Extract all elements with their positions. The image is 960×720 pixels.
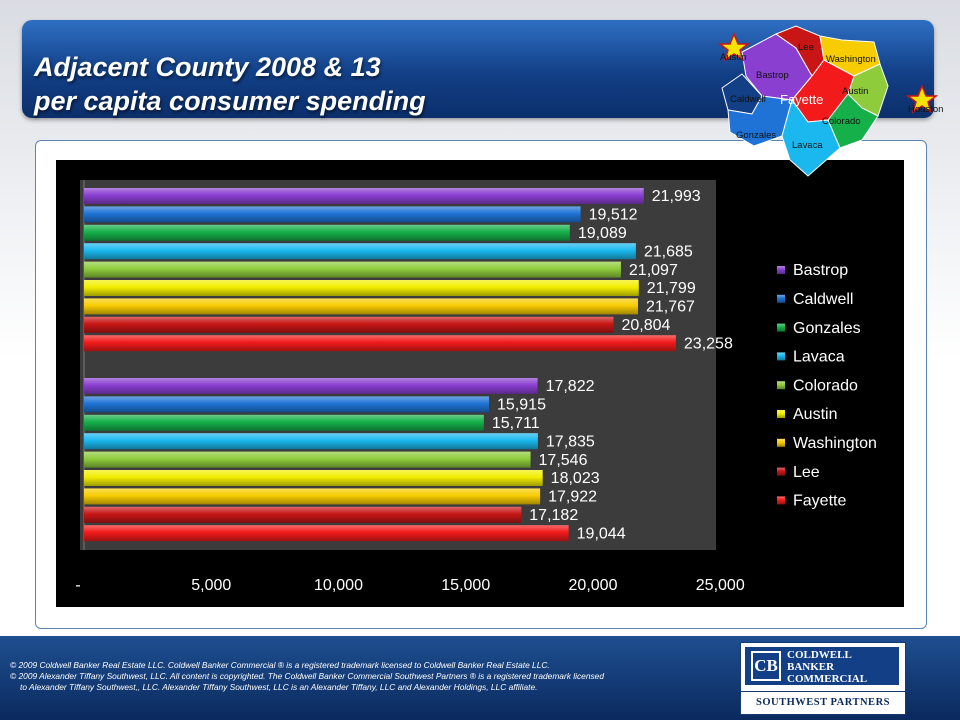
legend-label-washington: Washington — [793, 435, 877, 452]
title-line-2: per capita consumer spending — [34, 86, 426, 116]
legend-swatch-washington — [777, 438, 785, 447]
bar-lee-group-1 — [84, 316, 614, 333]
bar-lee-group-2 — [84, 506, 522, 523]
data-label-caldwell-group-2: 15,915 — [497, 397, 546, 414]
copyright-line-2: © 2009 Alexander Tiffany Southwest, LLC.… — [10, 671, 604, 681]
x-tick-label: - — [75, 577, 80, 594]
lavaca-region — [781, 98, 841, 177]
map-label-austin-city: Austin — [720, 52, 746, 63]
data-label-colorado-group-1: 21,097 — [629, 262, 678, 279]
map-label-gonzales: Gonzales — [736, 130, 776, 141]
legend-swatch-gonzales — [777, 323, 785, 332]
map-label-houston-city: Houston — [908, 104, 943, 115]
data-label-bastrop-group-1: 21,993 — [652, 188, 701, 205]
map-label-fayette: Fayette — [780, 92, 823, 107]
bar-colorado-group-2 — [84, 451, 531, 468]
logo-line-2: BANKER — [787, 661, 835, 673]
data-label-austin-group-1: 21,799 — [647, 280, 696, 297]
bar-lavaca-group-1 — [84, 243, 636, 260]
bar-fayette-group-1 — [84, 335, 676, 352]
legend-label-austin: Austin — [793, 406, 837, 423]
data-label-fayette-group-1: 23,258 — [684, 335, 733, 352]
data-label-austin-group-2: 18,023 — [551, 470, 600, 487]
data-label-caldwell-group-1: 19,512 — [589, 207, 638, 224]
data-label-colorado-group-2: 17,546 — [539, 452, 588, 469]
bar-gonzales-group-1 — [84, 224, 570, 241]
austin-star-icon — [717, 31, 751, 62]
legend-swatch-fayette — [777, 496, 785, 505]
logo-line-1: COLDWELL — [787, 649, 852, 661]
legend-label-colorado: Colorado — [793, 377, 858, 394]
copyright-text: © 2009 Coldwell Banker Real Estate LLC. … — [10, 660, 730, 693]
map-label-lee: Lee — [798, 42, 814, 53]
copyright-line-1: © 2009 Coldwell Banker Real Estate LLC. … — [10, 660, 550, 670]
legend-swatch-bastrop — [777, 266, 785, 274]
copyright-line-3: to Alexander Tiffany Southwest,, LLC. Al… — [20, 682, 538, 692]
legend-label-fayette: Fayette — [793, 493, 846, 510]
legend-swatch-lavaca — [777, 352, 785, 361]
company-logo: CB COLDWELL BANKER COMMERCIAL — [740, 642, 906, 692]
bar-bastrop-group-2 — [84, 378, 538, 394]
title-line-1: Adjacent County 2008 & 13 — [34, 52, 381, 82]
data-label-lavaca-group-1: 21,685 — [644, 243, 693, 260]
bar-austin-group-2 — [84, 470, 543, 486]
map-label-washington: Washington — [826, 54, 876, 65]
plot-area — [80, 180, 716, 550]
data-label-bastrop-group-2: 17,822 — [546, 378, 595, 395]
bar-gonzales-group-2 — [84, 414, 484, 431]
data-label-washington-group-2: 17,922 — [548, 489, 597, 506]
bar-bastrop-group-1 — [84, 188, 644, 204]
bar-lavaca-group-2 — [84, 433, 538, 450]
map-label-lavaca: Lavaca — [792, 140, 823, 151]
bar-austin-group-1 — [84, 280, 639, 296]
map-label-austin: Austin — [842, 86, 868, 97]
legend-swatch-austin — [777, 410, 785, 418]
legend-swatch-lee — [777, 467, 785, 476]
data-label-lee-group-1: 20,804 — [621, 317, 670, 334]
logo-mark-icon: CB — [751, 651, 781, 681]
legend-label-caldwell: Caldwell — [793, 291, 853, 308]
bar-fayette-group-2 — [84, 525, 569, 542]
houston-star-icon — [905, 83, 939, 114]
logo-wordmark: COLDWELL BANKER COMMERCIAL — [787, 649, 867, 685]
data-label-lavaca-group-2: 17,835 — [546, 433, 595, 450]
legend-swatch-caldwell — [777, 294, 785, 303]
map-label-bastrop: Bastrop — [756, 70, 789, 81]
x-tick-label: 20,000 — [569, 577, 618, 594]
legend-label-gonzales: Gonzales — [793, 320, 861, 337]
legend-swatch-colorado — [777, 381, 785, 390]
bar-colorado-group-1 — [84, 261, 621, 278]
data-label-gonzales-group-1: 19,089 — [578, 225, 627, 242]
bar-caldwell-group-1 — [84, 206, 581, 223]
bar-caldwell-group-2 — [84, 396, 490, 413]
data-label-fayette-group-2: 19,044 — [577, 525, 626, 542]
logo-line-3: COMMERCIAL — [787, 673, 868, 685]
data-label-lee-group-2: 17,182 — [529, 507, 578, 524]
legend-label-lee: Lee — [793, 464, 820, 481]
bar-washington-group-2 — [84, 488, 541, 505]
data-label-gonzales-group-2: 15,711 — [492, 415, 540, 432]
x-tick-label: 25,000 — [696, 577, 745, 594]
logo-inner: CB COLDWELL BANKER COMMERCIAL — [744, 646, 900, 686]
map-label-caldwell: Caldwell — [730, 94, 766, 105]
county-map: Austin Lee Washington Bastrop Austin Cal… — [717, 25, 943, 177]
legend-label-bastrop: Bastrop — [793, 262, 848, 279]
bar-washington-group-1 — [84, 298, 638, 315]
map-label-colorado: Colorado — [822, 116, 861, 127]
x-tick-label: 15,000 — [441, 577, 490, 594]
legend-label-lavaca: Lavaca — [793, 349, 845, 366]
page-title: Adjacent County 2008 & 13 per capita con… — [34, 50, 426, 118]
x-tick-label: 5,000 — [191, 577, 231, 594]
logo-subtitle: SOUTHWEST PARTNERS — [740, 692, 906, 715]
x-tick-label: 10,000 — [314, 577, 363, 594]
data-label-washington-group-1: 21,767 — [646, 299, 695, 316]
